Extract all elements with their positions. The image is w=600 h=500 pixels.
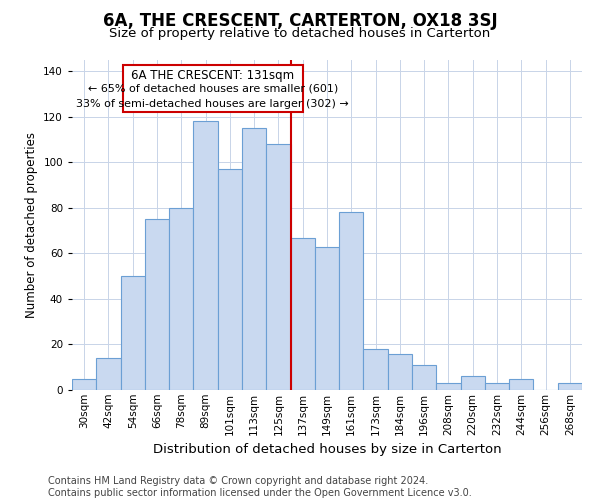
X-axis label: Distribution of detached houses by size in Carterton: Distribution of detached houses by size … xyxy=(152,443,502,456)
Bar xyxy=(218,169,242,390)
Bar xyxy=(339,212,364,390)
Bar xyxy=(72,378,96,390)
Bar xyxy=(169,208,193,390)
Bar xyxy=(242,128,266,390)
Text: 33% of semi-detached houses are larger (302) →: 33% of semi-detached houses are larger (… xyxy=(76,98,349,108)
Bar xyxy=(193,122,218,390)
Bar xyxy=(558,383,582,390)
Text: 6A, THE CRESCENT, CARTERTON, OX18 3SJ: 6A, THE CRESCENT, CARTERTON, OX18 3SJ xyxy=(103,12,497,30)
Bar xyxy=(121,276,145,390)
Y-axis label: Number of detached properties: Number of detached properties xyxy=(25,132,38,318)
Bar xyxy=(485,383,509,390)
Bar xyxy=(388,354,412,390)
FancyBboxPatch shape xyxy=(123,64,303,112)
Text: Size of property relative to detached houses in Carterton: Size of property relative to detached ho… xyxy=(109,28,491,40)
Bar xyxy=(509,378,533,390)
Bar xyxy=(290,238,315,390)
Text: Contains HM Land Registry data © Crown copyright and database right 2024.
Contai: Contains HM Land Registry data © Crown c… xyxy=(48,476,472,498)
Text: 6A THE CRESCENT: 131sqm: 6A THE CRESCENT: 131sqm xyxy=(131,69,295,82)
Bar xyxy=(96,358,121,390)
Bar xyxy=(145,220,169,390)
Bar xyxy=(315,246,339,390)
Bar xyxy=(412,365,436,390)
Text: ← 65% of detached houses are smaller (601): ← 65% of detached houses are smaller (60… xyxy=(88,84,338,94)
Bar xyxy=(461,376,485,390)
Bar xyxy=(266,144,290,390)
Bar xyxy=(436,383,461,390)
Bar xyxy=(364,349,388,390)
